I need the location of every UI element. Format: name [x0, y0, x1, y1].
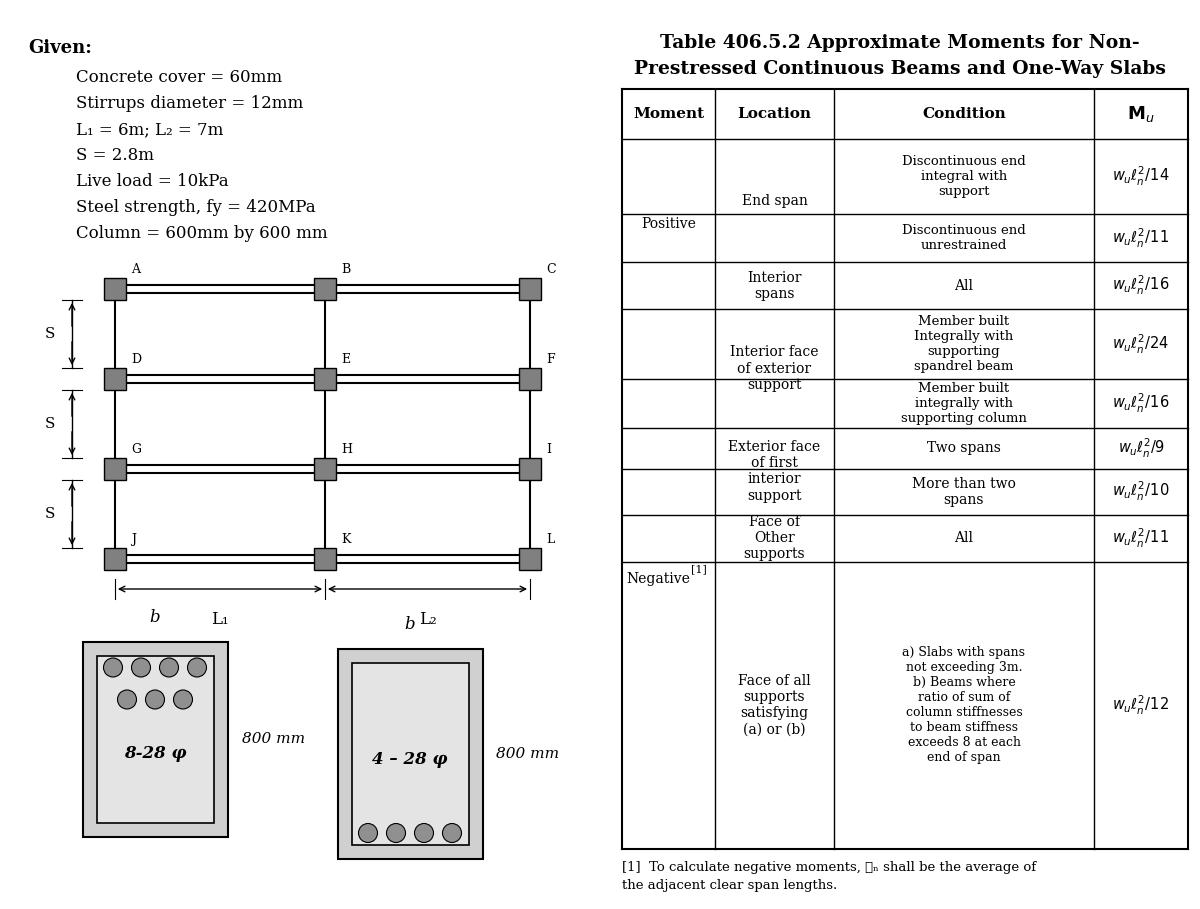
Circle shape [118, 690, 137, 709]
Bar [520, 368, 541, 390]
Text: b: b [404, 616, 415, 633]
Text: L₁ = 6m; L₂ = 7m: L₁ = 6m; L₂ = 7m [76, 121, 223, 138]
Text: 800 mm: 800 mm [497, 747, 559, 761]
Text: $w_u\ell_n^2/24$: $w_u\ell_n^2/24$ [1112, 333, 1170, 356]
Bar [314, 548, 336, 570]
Text: Location: Location [738, 107, 811, 121]
Text: Discontinuous end
unrestrained: Discontinuous end unrestrained [902, 224, 1026, 252]
Text: Stirrups diameter = 12mm: Stirrups diameter = 12mm [76, 95, 304, 112]
Text: $w_u\ell_n^2/11$: $w_u\ell_n^2/11$ [1112, 226, 1170, 250]
Text: 800 mm: 800 mm [241, 732, 305, 746]
Text: G: G [131, 443, 142, 456]
Text: All: All [954, 279, 973, 293]
Text: S: S [44, 417, 55, 431]
Bar [314, 458, 336, 480]
Text: Positive: Positive [641, 217, 696, 231]
Text: $w_u\ell_n^2/14$: $w_u\ell_n^2/14$ [1112, 165, 1170, 188]
Text: S: S [44, 327, 55, 341]
Bar [104, 548, 126, 570]
Text: Interior face
of exterior
support: Interior face of exterior support [731, 345, 818, 392]
Circle shape [132, 658, 150, 677]
Bar [104, 278, 126, 300]
Text: $w_u\ell_n^2/11$: $w_u\ell_n^2/11$ [1112, 526, 1170, 550]
Bar [104, 458, 126, 480]
Text: L: L [546, 533, 554, 546]
Text: S = 2.8m: S = 2.8m [76, 147, 154, 164]
Text: Concrete cover = 60mm: Concrete cover = 60mm [76, 69, 282, 86]
Text: Steel strength, fy = 420MPa: Steel strength, fy = 420MPa [76, 199, 316, 216]
Circle shape [443, 824, 462, 843]
Text: Table 406.5.2 Approximate Moments for Non-: Table 406.5.2 Approximate Moments for No… [660, 34, 1140, 52]
Bar [520, 548, 541, 570]
Circle shape [359, 824, 378, 843]
Circle shape [160, 658, 179, 677]
Bar [314, 278, 336, 300]
Bar [96, 655, 214, 823]
Circle shape [103, 658, 122, 677]
Text: 8-28 φ: 8-28 φ [124, 745, 186, 763]
Text: End span: End span [742, 194, 808, 208]
Text: Negative: Negative [626, 572, 690, 586]
Circle shape [414, 824, 433, 843]
Text: I: I [546, 443, 551, 456]
Text: $w_u\ell_n^2/10$: $w_u\ell_n^2/10$ [1112, 480, 1170, 504]
Text: Interior
spans: Interior spans [748, 271, 802, 301]
Text: Live load = 10kPa: Live load = 10kPa [76, 173, 229, 190]
Circle shape [386, 824, 406, 843]
Bar [352, 663, 468, 845]
Text: $w_u\ell_n^2/12$: $w_u\ell_n^2/12$ [1112, 694, 1170, 717]
Bar [314, 368, 336, 390]
Text: Moment: Moment [632, 107, 704, 121]
Bar [520, 278, 541, 300]
Text: [1]  To calculate negative moments, ℓₙ shall be the average of: [1] To calculate negative moments, ℓₙ sh… [622, 861, 1036, 874]
Text: E: E [341, 353, 350, 366]
Text: Prestressed Continuous Beams and One-Way Slabs: Prestressed Continuous Beams and One-Way… [634, 60, 1166, 78]
Text: A: A [131, 263, 140, 276]
Bar [337, 649, 482, 859]
Text: L₂: L₂ [419, 611, 437, 628]
Text: $w_u\ell_n^2/9$: $w_u\ell_n^2/9$ [1117, 437, 1164, 460]
Text: H: H [341, 443, 352, 456]
Text: $\mathbf{M}_u$: $\mathbf{M}_u$ [1127, 104, 1154, 125]
Text: Member built
Integrally with
supporting
spandrel beam: Member built Integrally with supporting … [914, 315, 1014, 374]
Text: B: B [341, 263, 350, 276]
Text: 4 – 28 φ: 4 – 28 φ [372, 751, 448, 767]
Text: More than two
spans: More than two spans [912, 476, 1016, 507]
Text: Given:: Given: [28, 39, 92, 57]
Circle shape [174, 690, 192, 709]
Text: a) Slabs with spans
not exceeding 3m.
b) Beams where
ratio of sum of
column stif: a) Slabs with spans not exceeding 3m. b)… [902, 646, 1026, 764]
Text: F: F [546, 353, 554, 366]
Text: Two spans: Two spans [928, 442, 1001, 455]
Circle shape [187, 658, 206, 677]
Text: J: J [131, 533, 136, 546]
Text: K: K [341, 533, 350, 546]
Bar [520, 458, 541, 480]
Text: S: S [44, 507, 55, 521]
Text: All: All [954, 531, 973, 545]
Text: Face of all
supports
satisfying
(a) or (b): Face of all supports satisfying (a) or (… [738, 674, 811, 736]
Text: L₁: L₁ [211, 611, 229, 628]
Text: Discontinuous end
integral with
support: Discontinuous end integral with support [902, 155, 1026, 198]
Text: $w_u\ell_n^2/16$: $w_u\ell_n^2/16$ [1112, 392, 1170, 415]
Text: $w_u\ell_n^2/16$: $w_u\ell_n^2/16$ [1112, 275, 1170, 297]
Bar [83, 642, 228, 836]
Text: the adjacent clear span lengths.: the adjacent clear span lengths. [622, 879, 838, 892]
Text: Condition: Condition [922, 107, 1006, 121]
Text: [1]: [1] [690, 564, 707, 574]
Text: Face of
Other
supports: Face of Other supports [744, 515, 805, 562]
Text: b: b [150, 608, 161, 625]
Text: Exterior face
of first
interior
support: Exterior face of first interior support [728, 440, 821, 503]
Text: Member built
integrally with
supporting column: Member built integrally with supporting … [901, 382, 1027, 425]
Text: D: D [131, 353, 142, 366]
Text: Column = 600mm by 600 mm: Column = 600mm by 600 mm [76, 225, 328, 242]
Text: C: C [546, 263, 556, 276]
Circle shape [145, 690, 164, 709]
Bar [104, 368, 126, 390]
